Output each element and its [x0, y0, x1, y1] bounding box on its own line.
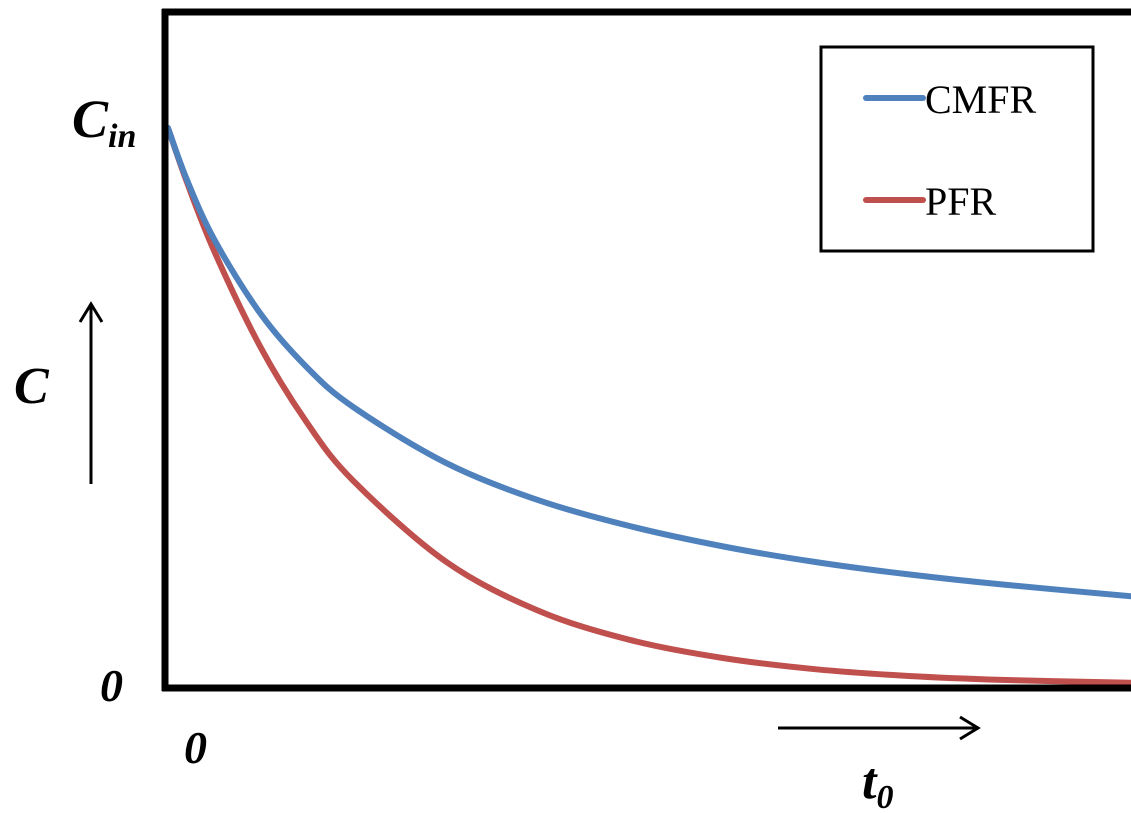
x-axis-label: t0: [862, 753, 893, 813]
legend: CMFR PFR: [819, 45, 1095, 253]
y-top-tick-label: Cin: [72, 89, 136, 155]
y-increase-arrow-icon: [78, 301, 104, 484]
legend-box: [819, 45, 1095, 253]
series-line-cmfr: [165, 125, 1131, 600]
y-top-tick-subscript: in: [108, 118, 136, 155]
y-origin-tick-label: 0: [100, 660, 123, 711]
legend-label-cmfr: CMFR: [925, 77, 1036, 122]
x-axis-label-main: t: [862, 753, 878, 810]
x-increase-arrow-icon: [778, 715, 981, 741]
x-axis-label-subscript: 0: [876, 779, 893, 813]
series-layer: [165, 125, 1131, 686]
x-origin-tick-label: 0: [184, 722, 207, 773]
y-top-tick-main: C: [72, 89, 109, 149]
y-axis-label: C: [14, 358, 50, 415]
legend-label-pfr: PFR: [925, 179, 996, 224]
series-line-pfr: [165, 125, 1131, 686]
